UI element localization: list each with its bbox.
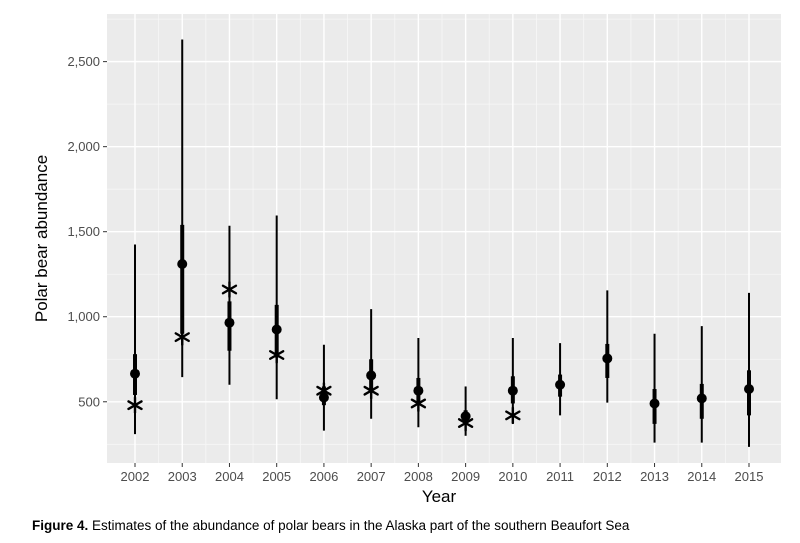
y-tick-label: 2,500: [67, 54, 100, 69]
estimate-point: [366, 370, 377, 381]
estimate-point: [177, 259, 188, 270]
plot-panel: [107, 14, 781, 463]
asterisk-stroke: [410, 398, 427, 409]
y-tick-label: 1,000: [67, 309, 100, 324]
asterisk-point: [174, 328, 190, 346]
asterisk-point: [457, 414, 474, 432]
x-tick-label: 2005: [262, 469, 291, 484]
x-tick-label: 2008: [404, 469, 433, 484]
asterisk-stroke: [505, 410, 521, 421]
asterisk-point: [221, 280, 238, 299]
x-tick-label: 2009: [451, 469, 480, 484]
x-tick-label: 2010: [498, 469, 527, 484]
asterisk-point: [127, 396, 143, 414]
estimate-point: [696, 393, 707, 404]
asterisk-point: [505, 406, 521, 425]
y-tick-label: 2,000: [67, 139, 100, 154]
estimate-point: [271, 324, 282, 335]
asterisk-stroke: [174, 332, 190, 343]
asterisk-point: [268, 346, 285, 364]
estimate-point: [130, 368, 140, 379]
estimate-point: [413, 385, 424, 396]
x-tick-label: 2007: [357, 469, 386, 484]
asterisk-point: [316, 382, 332, 400]
estimate-point: [649, 398, 660, 409]
asterisk-stroke: [221, 284, 238, 295]
x-axis-title: Year: [422, 487, 457, 506]
estimate-point: [744, 384, 754, 395]
estimate-point: [602, 353, 613, 364]
x-tick-label: 2006: [309, 469, 338, 484]
x-tick-label: 2003: [168, 469, 197, 484]
asterisk-stroke: [316, 385, 332, 396]
x-tick-label: 2011: [546, 469, 574, 484]
caption-label: Figure 4.: [32, 518, 89, 533]
y-tick-label: 1,500: [67, 224, 100, 239]
asterisk-stroke: [268, 350, 285, 360]
asterisk-stroke: [127, 400, 143, 411]
estimate-point: [555, 379, 566, 390]
x-tick-label: 2002: [121, 469, 150, 484]
y-axis-title: Polar bear abundance: [32, 155, 51, 322]
x-tick-label: 2014: [687, 469, 716, 484]
x-tick-label: 2015: [735, 469, 764, 484]
estimate-point: [507, 385, 518, 396]
asterisk-point: [410, 394, 427, 413]
asterisk-stroke: [457, 418, 474, 428]
y-tick-label: 500: [78, 394, 100, 409]
x-tick-label: 2013: [640, 469, 669, 484]
caption-text: Estimates of the abundance of polar bear…: [92, 518, 630, 533]
x-tick-label: 2004: [215, 469, 244, 484]
asterisk-point: [363, 382, 379, 400]
figure-caption: Figure 4. Estimates of the abundance of …: [32, 518, 792, 533]
x-tick-label: 2012: [593, 469, 622, 484]
asterisk-stroke: [363, 385, 379, 396]
estimate-point: [224, 317, 235, 328]
